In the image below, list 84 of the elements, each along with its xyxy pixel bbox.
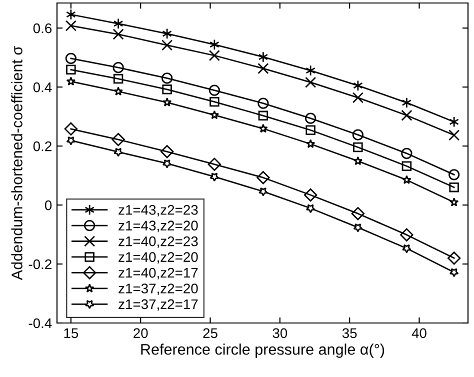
- legend-label: z1=37,z2=17: [118, 299, 198, 311]
- point: [402, 161, 412, 171]
- point: [114, 148, 123, 157]
- point: [162, 159, 172, 168]
- point: [353, 156, 363, 166]
- point: [448, 169, 460, 180]
- point: [449, 182, 459, 192]
- point: [64, 122, 78, 136]
- y-tick-label: 0.6: [33, 23, 52, 34]
- x-tick-label: 40: [412, 328, 426, 338]
- y-tick-label: 0: [44, 200, 52, 210]
- point: [258, 62, 269, 74]
- point: [112, 62, 124, 74]
- point: [400, 228, 414, 242]
- point: [352, 129, 364, 140]
- point: [352, 92, 364, 104]
- point: [66, 8, 76, 20]
- point: [258, 51, 268, 63]
- point: [210, 172, 220, 182]
- point: [401, 148, 412, 159]
- point: [449, 198, 459, 206]
- point: [66, 136, 76, 146]
- y-tick-label: 0.2: [33, 141, 52, 152]
- point: [258, 187, 268, 196]
- point: [258, 124, 268, 133]
- point: [208, 50, 220, 62]
- point: [402, 175, 412, 184]
- point: [449, 116, 459, 128]
- legend-label: z1=37,z2=20: [118, 284, 198, 296]
- x-tick-label: 25: [203, 328, 218, 338]
- point: [208, 84, 220, 96]
- point: [210, 96, 220, 107]
- x-tick-label: 20: [134, 328, 148, 338]
- point: [448, 130, 460, 141]
- point: [112, 28, 124, 40]
- point: [160, 145, 174, 158]
- point: [306, 204, 316, 214]
- point: [113, 18, 124, 30]
- point: [256, 171, 270, 184]
- point: [402, 244, 412, 254]
- point: [258, 110, 268, 121]
- point: [351, 206, 365, 220]
- point: [306, 125, 316, 135]
- point: [305, 76, 316, 88]
- point: [66, 76, 76, 86]
- y-tick-label: -0.4: [28, 318, 52, 328]
- point: [402, 97, 412, 108]
- x-axis-title: Reference circle pressure angle α(°): [141, 344, 384, 358]
- legend-label: z1=40,z2=17: [118, 268, 198, 280]
- point: [208, 158, 222, 171]
- legend-label: z1=40,z2=23: [118, 236, 198, 248]
- point: [401, 110, 412, 121]
- point: [449, 268, 459, 278]
- point: [162, 28, 172, 40]
- point: [113, 74, 124, 84]
- y-axis-title: Addendum-shortened-coefficient σ: [11, 46, 22, 280]
- point: [306, 139, 316, 148]
- point: [306, 64, 316, 76]
- point: [258, 98, 269, 109]
- point: [65, 52, 76, 64]
- y-tick-label: -0.2: [28, 259, 52, 270]
- point: [162, 98, 172, 106]
- y-tick-label: 0.4: [33, 82, 52, 92]
- point: [66, 64, 76, 75]
- point: [65, 20, 76, 32]
- point: [447, 252, 461, 265]
- x-tick-label: 15: [64, 328, 78, 338]
- point: [305, 112, 316, 124]
- point: [210, 110, 220, 120]
- point: [162, 72, 173, 84]
- x-tick-label: 35: [342, 328, 357, 338]
- point: [353, 223, 363, 232]
- x-tick-label: 30: [272, 328, 288, 338]
- point: [353, 142, 363, 152]
- point: [210, 39, 220, 50]
- point: [162, 84, 172, 94]
- legend-label: z1=43,z2=20: [118, 220, 198, 232]
- point: [304, 188, 318, 202]
- point: [162, 40, 173, 51]
- point: [112, 132, 125, 146]
- point: [114, 86, 123, 96]
- point: [353, 80, 363, 92]
- legend-label: z1=40,z2=20: [118, 252, 198, 264]
- legend-label: z1=43,z2=23: [118, 204, 198, 216]
